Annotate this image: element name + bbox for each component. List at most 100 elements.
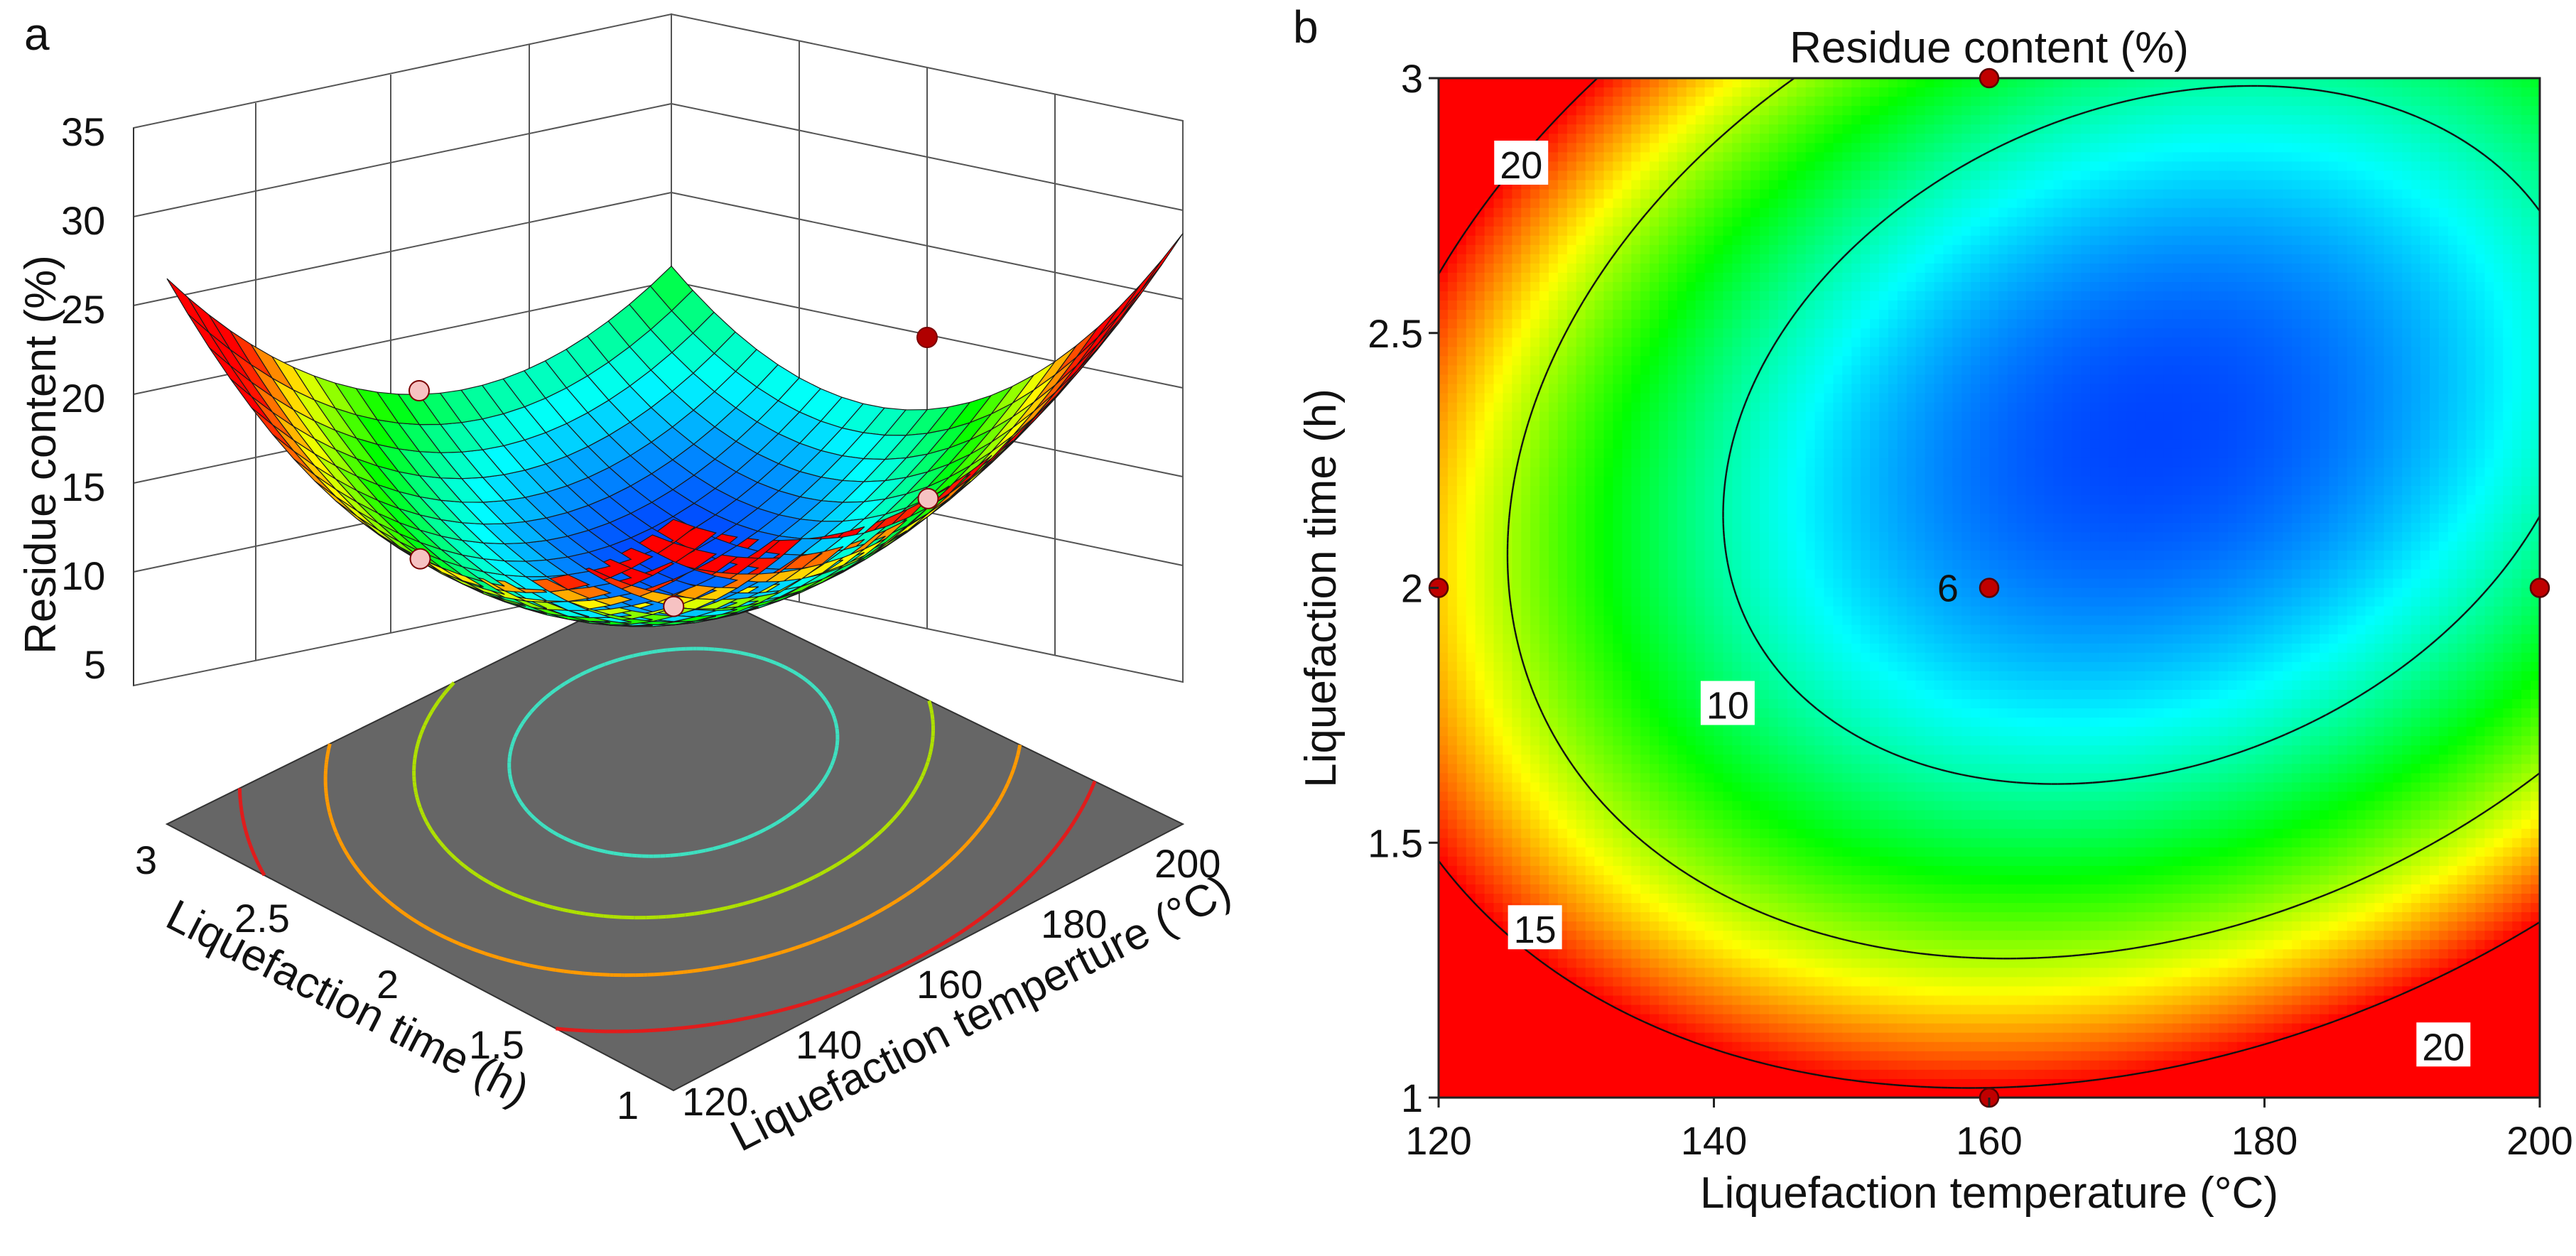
heatmap-cell	[1667, 282, 1678, 292]
floor-contour-segment	[238, 799, 243, 806]
heatmap-cell	[1539, 791, 1549, 802]
heatmap-cell	[1447, 643, 1458, 654]
heatmap-cell	[1512, 838, 1522, 848]
heatmap-cell	[1714, 652, 1724, 663]
heatmap-cell	[1475, 143, 1485, 153]
heatmap-cell	[1456, 384, 1467, 394]
heatmap-cell	[1704, 180, 1715, 190]
heatmap-cell	[1512, 439, 1522, 450]
heatmap-cell	[1732, 615, 1743, 626]
floor-contour-segment	[1064, 832, 1068, 836]
heatmap-cell	[1723, 847, 1733, 857]
heatmap-cell	[1512, 384, 1522, 394]
heatmap-cell	[1723, 856, 1733, 867]
heatmap-cell	[1695, 569, 1706, 580]
heatmap-cell	[1723, 402, 1733, 413]
y-axis: 3 2.5 2 1.5 1	[135, 838, 639, 1127]
heatmap-cell	[1631, 180, 1641, 190]
floor-contour-segment	[436, 698, 442, 703]
heatmap-cell	[1704, 532, 1715, 543]
heatmap-cell	[1493, 652, 1504, 663]
heatmap-cell	[1686, 551, 1696, 561]
heatmap-cell	[1667, 115, 1678, 126]
heatmap-cell	[1549, 217, 1559, 227]
heatmap-cell	[1456, 791, 1467, 802]
heatmap-cell	[1585, 986, 1596, 997]
heatmap-cell	[1566, 578, 1577, 589]
surface-patch	[1118, 260, 1162, 316]
heatmap-cell	[1484, 801, 1495, 811]
heatmap-cell	[1732, 152, 1743, 163]
heatmap-cell	[1594, 421, 1605, 431]
heatmap-cell	[1667, 578, 1678, 589]
floor-contour-segment	[830, 991, 838, 997]
heatmap-cell	[1521, 106, 1531, 116]
heatmap-cell	[1503, 402, 1513, 413]
heatmap-cell	[1503, 263, 1513, 274]
floor-contour-segment	[1041, 858, 1047, 864]
heatmap-cell	[1659, 207, 1669, 218]
heatmap-cell	[1650, 680, 1660, 691]
heatmap-cell	[1456, 773, 1467, 784]
heatmap-cell	[1704, 356, 1715, 367]
floor-contour-segment	[326, 806, 332, 813]
heatmap-cell	[1475, 569, 1485, 580]
heatmap-cell	[1613, 124, 1623, 135]
heatmap-cell	[1622, 699, 1633, 709]
heatmap-cell	[1484, 514, 1495, 524]
floor-contour-segment	[775, 818, 783, 825]
heatmap-cell	[1539, 782, 1549, 793]
heatmap-cell	[1566, 282, 1577, 292]
heatmap-cell	[1530, 847, 1540, 857]
heatmap-cell	[1466, 87, 1476, 97]
heatmap-cell	[1484, 235, 1495, 246]
heatmap-cell	[1539, 680, 1549, 691]
heatmap-cell	[1503, 865, 1513, 876]
heatmap-cell	[1613, 995, 1623, 1006]
heatmap-cell	[1585, 235, 1596, 246]
heatmap-cell	[1594, 106, 1605, 116]
heatmap-cell	[1439, 1041, 1449, 1052]
heatmap-cell	[1667, 624, 1678, 635]
heatmap-cell	[1439, 356, 1449, 367]
floor-contour-segment	[560, 682, 566, 688]
floor-contour-segment	[1010, 769, 1015, 776]
heatmap-cell	[1566, 458, 1577, 468]
floor-contour-segment	[464, 944, 468, 949]
heatmap-cell	[1677, 235, 1687, 246]
heatmap-cell	[1503, 235, 1513, 246]
heatmap-cell	[1704, 773, 1715, 784]
heatmap-cell	[1640, 439, 1650, 450]
heatmap-cell	[1566, 1032, 1577, 1043]
heatmap-cell	[1484, 1014, 1495, 1024]
heatmap-cell	[1631, 569, 1641, 580]
heatmap-cell	[1566, 995, 1577, 1006]
heatmap-cell	[1557, 504, 1568, 514]
heatmap-cell	[1695, 310, 1706, 320]
floor-contour-segment	[246, 837, 251, 842]
heatmap-cell	[1549, 884, 1559, 894]
floor-contour-segment	[830, 863, 838, 870]
heatmap-cell	[1650, 986, 1660, 997]
heatmap-cell	[1667, 1078, 1678, 1089]
heatmap-cell	[1549, 560, 1559, 570]
heatmap-cell	[1466, 226, 1476, 237]
heatmap-cell	[1566, 727, 1577, 737]
heatmap-cell	[1650, 1069, 1660, 1080]
floor-contour-segment	[325, 796, 329, 800]
heatmap-cell	[1549, 754, 1559, 765]
heatmap-cell	[1475, 986, 1485, 997]
heatmap-cell	[1603, 198, 1614, 209]
heatmap-cell	[1603, 291, 1614, 301]
heatmap-cell	[1585, 87, 1596, 97]
heatmap-cell	[1659, 301, 1669, 310]
heatmap-cell	[1503, 254, 1513, 264]
floor-contour-segment	[927, 754, 932, 758]
floor-contour-segment	[239, 805, 244, 811]
heatmap-cell	[1456, 810, 1467, 821]
heatmap-cell	[1521, 838, 1531, 848]
heatmap-cell	[1521, 476, 1531, 487]
heatmap-cell	[1475, 1051, 1485, 1061]
heatmap-cell	[1622, 884, 1633, 894]
heatmap-cell	[1493, 78, 1504, 88]
